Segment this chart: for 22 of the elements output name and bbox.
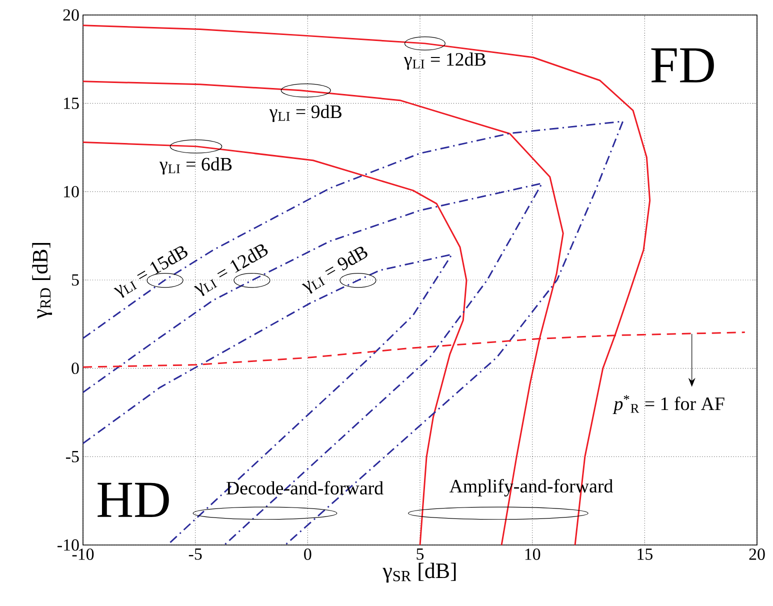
y-axis-title: γ$_{RD}$ [dB] — [32, 243, 52, 319]
annotation: HD — [98, 482, 169, 517]
x-tick-label: 0 — [304, 548, 312, 560]
annotation: p$^{*}$$_{R}$ = 1 for AF — [612, 395, 724, 414]
y-tick-label: -10 — [58, 539, 79, 551]
x-tick-label: 5 — [416, 548, 424, 560]
annotation: γ$_{LI}$ = 12dB — [404, 52, 486, 70]
y-tick-label: 0 — [72, 362, 79, 374]
line-series — [83, 120, 624, 545]
x-tick-label: 20 — [749, 548, 765, 560]
annotation: FD — [651, 48, 714, 82]
x-tick-label: -5 — [188, 548, 202, 560]
x-axis-title: γ$_{SR}$ [dB] — [382, 562, 456, 583]
x-tick-label: 10 — [525, 548, 540, 560]
annotation: γ$_{LI}$ = 6dB — [159, 157, 232, 174]
y-tick-label: 20 — [63, 9, 79, 21]
annotation: γ$_{LI}$ = 9dB — [269, 104, 342, 122]
x-tick-label: 15 — [638, 548, 652, 560]
y-tick-label: 15 — [64, 98, 79, 110]
y-tick-label: -5 — [66, 451, 79, 462]
y-tick-label: 5 — [72, 274, 79, 286]
y-tick-label: 10 — [64, 186, 79, 198]
